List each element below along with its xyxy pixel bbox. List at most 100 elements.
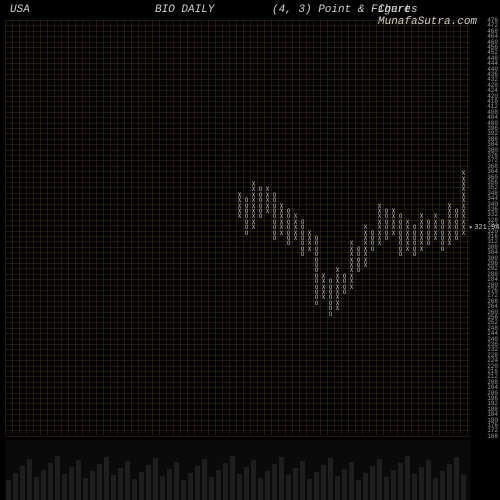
pf-o-box: O bbox=[271, 220, 278, 225]
pf-x-box: X bbox=[446, 214, 453, 219]
pf-x-box: X bbox=[390, 220, 397, 225]
pf-x-box: X bbox=[460, 177, 467, 182]
pf-o-box: O bbox=[355, 263, 362, 268]
pf-x-box: X bbox=[376, 209, 383, 214]
pf-o-box: O bbox=[313, 268, 320, 273]
pf-o-box: O bbox=[271, 225, 278, 230]
pf-x-box: X bbox=[334, 306, 341, 311]
pf-x-box: X bbox=[460, 220, 467, 225]
pf-o-box: O bbox=[243, 204, 250, 209]
chart-grid: XXXXXOOOOOOOXXXXXXXXXOOOOOOXXXXXOOOOOOOO… bbox=[5, 20, 470, 435]
pf-o-box: O bbox=[243, 214, 250, 219]
pf-o-box: O bbox=[285, 225, 292, 230]
pf-x-box: X bbox=[362, 236, 369, 241]
pf-x-box: X bbox=[320, 285, 327, 290]
pf-o-box: O bbox=[285, 236, 292, 241]
pf-o-box: O bbox=[425, 220, 432, 225]
pf-o-box: O bbox=[313, 279, 320, 284]
pf-o-box: O bbox=[327, 312, 334, 317]
pf-o-box: O bbox=[313, 247, 320, 252]
pf-o-box: O bbox=[327, 306, 334, 311]
y-tick-label: 168 bbox=[487, 434, 498, 439]
pf-x-box: X bbox=[334, 274, 341, 279]
pf-x-box: X bbox=[348, 274, 355, 279]
pf-x-box: X bbox=[320, 290, 327, 295]
pf-o-box: O bbox=[257, 187, 264, 192]
pf-x-box: X bbox=[264, 209, 271, 214]
pf-o-box: O bbox=[313, 252, 320, 257]
pf-o-box: O bbox=[299, 231, 306, 236]
pf-x-box: X bbox=[320, 279, 327, 284]
pf-o-box: O bbox=[397, 241, 404, 246]
pf-x-box: X bbox=[292, 236, 299, 241]
pf-o-box: O bbox=[271, 193, 278, 198]
pf-o-box: O bbox=[355, 252, 362, 257]
pf-x-box: X bbox=[334, 279, 341, 284]
pf-o-box: O bbox=[439, 241, 446, 246]
pf-o-box: O bbox=[355, 247, 362, 252]
pf-x-box: X bbox=[362, 258, 369, 263]
pf-o-box: O bbox=[327, 290, 334, 295]
pf-x-box: X bbox=[418, 214, 425, 219]
pf-o-box: O bbox=[285, 231, 292, 236]
pf-o-box: O bbox=[369, 241, 376, 246]
pf-o-box: O bbox=[439, 225, 446, 230]
pf-x-box: X bbox=[264, 193, 271, 198]
pf-o-box: O bbox=[313, 301, 320, 306]
pf-x-box: X bbox=[404, 236, 411, 241]
pf-o-box: O bbox=[383, 209, 390, 214]
pf-x-box: X bbox=[292, 225, 299, 230]
pf-o-box: O bbox=[397, 225, 404, 230]
pf-x-box: X bbox=[348, 263, 355, 268]
pf-o-box: O bbox=[327, 279, 334, 284]
pf-x-box: X bbox=[278, 214, 285, 219]
pf-x-box: X bbox=[460, 214, 467, 219]
pf-o-box: O bbox=[271, 204, 278, 209]
pf-o-box: O bbox=[257, 209, 264, 214]
pf-x-box: X bbox=[264, 198, 271, 203]
current-price-marker: 321.94 bbox=[469, 223, 499, 232]
pf-o-box: O bbox=[453, 236, 460, 241]
pf-o-box: O bbox=[383, 214, 390, 219]
pf-x-box: X bbox=[390, 209, 397, 214]
pf-o-box: O bbox=[271, 236, 278, 241]
pf-o-box: O bbox=[439, 231, 446, 236]
pf-x-box: X bbox=[404, 247, 411, 252]
chart-header: USA BIO DAILY (4, 3) Point & Figure Char… bbox=[0, 4, 500, 20]
pf-o-box: O bbox=[313, 258, 320, 263]
pf-o-box: O bbox=[313, 241, 320, 246]
pf-o-box: O bbox=[327, 295, 334, 300]
pf-o-box: O bbox=[257, 193, 264, 198]
pf-o-box: O bbox=[411, 247, 418, 252]
pf-x-box: X bbox=[250, 193, 257, 198]
pf-x-box: X bbox=[418, 241, 425, 246]
pf-x-box: X bbox=[334, 301, 341, 306]
pf-x-box: X bbox=[376, 214, 383, 219]
pf-x-box: X bbox=[348, 247, 355, 252]
pf-x-box: X bbox=[362, 252, 369, 257]
pf-x-box: X bbox=[446, 241, 453, 246]
pf-o-box: O bbox=[271, 198, 278, 203]
pf-o-box: O bbox=[285, 241, 292, 246]
pf-o-box: O bbox=[397, 220, 404, 225]
pf-x-box: X bbox=[446, 225, 453, 230]
pf-o-box: O bbox=[369, 231, 376, 236]
source-label: Charts MunafaSutra.com bbox=[378, 4, 500, 28]
pf-x-box: X bbox=[376, 204, 383, 209]
pf-x-box: X bbox=[278, 231, 285, 236]
pf-o-box: O bbox=[327, 285, 334, 290]
pf-x-box: X bbox=[404, 220, 411, 225]
pf-x-box: X bbox=[236, 214, 243, 219]
pf-x-box: X bbox=[432, 220, 439, 225]
pf-o-box: O bbox=[425, 241, 432, 246]
pf-o-box: O bbox=[411, 252, 418, 257]
pf-o-box: O bbox=[313, 290, 320, 295]
pf-o-box: O bbox=[383, 236, 390, 241]
pf-x-box: X bbox=[236, 193, 243, 198]
pf-x-box: X bbox=[334, 285, 341, 290]
pf-o-box: O bbox=[369, 236, 376, 241]
pf-o-box: O bbox=[285, 220, 292, 225]
pf-x-box: X bbox=[306, 236, 313, 241]
pf-o-box: O bbox=[383, 220, 390, 225]
pf-x-box: X bbox=[418, 225, 425, 230]
